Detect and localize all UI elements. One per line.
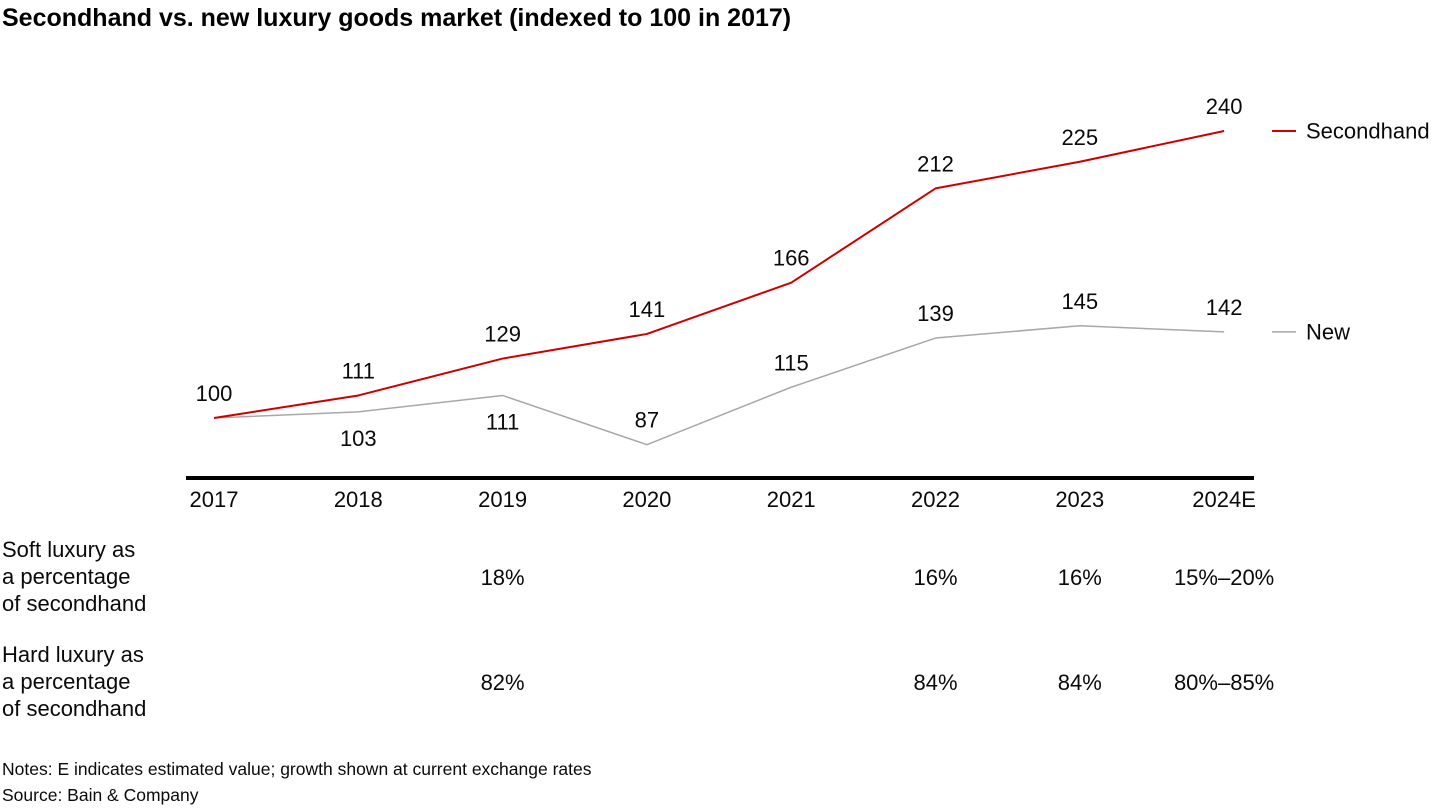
data-label-secondhand: 129 (484, 322, 521, 347)
data-label-secondhand: 111 (342, 358, 375, 383)
data-label-new: 111 (486, 409, 519, 434)
table-cell-value: 16% (913, 565, 958, 590)
page-title: Secondhand vs. new luxury goods market (… (2, 4, 792, 32)
data-label-secondhand: 240 (1206, 94, 1243, 119)
table-cell-value: 84% (1057, 670, 1102, 695)
x-axis-label: 2024E (1192, 487, 1256, 512)
data-label-secondhand: 212 (917, 151, 954, 176)
table-cell-value: 84% (913, 670, 958, 695)
table-cell-value: 80%–85% (1173, 670, 1275, 695)
data-label-new: 87 (635, 408, 659, 433)
source: Source: Bain & Company (2, 785, 199, 805)
data-label-new: 139 (917, 301, 954, 326)
data-label-secondhand: 141 (629, 297, 666, 322)
table-cell-value: 15%–20% (1173, 565, 1275, 590)
table-cell-value: 82% (480, 670, 525, 695)
x-axis-label: 2023 (1055, 487, 1104, 512)
table-row-label: Hard luxury as a percentage of secondhand (2, 642, 147, 721)
x-axis-label: 2022 (911, 487, 960, 512)
data-label-secondhand: 166 (773, 246, 810, 271)
data-label-secondhand: 225 (1061, 125, 1098, 150)
series-line-new (213, 325, 1225, 446)
x-axis-label: 2020 (622, 487, 671, 512)
notes: Notes: E indicates estimated value; grow… (2, 759, 592, 779)
x-axis-label: 2018 (334, 487, 383, 512)
x-axis-label: 2017 (190, 487, 239, 512)
legend-label-secondhand: Secondhand (1306, 119, 1430, 144)
data-label-new: 115 (774, 350, 809, 375)
table-cell-value: 16% (1057, 565, 1102, 590)
table-cell-value: 18% (480, 565, 525, 590)
series-line-secondhand (213, 130, 1225, 419)
data-label-secondhand: 100 (196, 381, 233, 406)
table-row-label: Soft luxury as a percentage of secondhand (2, 537, 147, 616)
data-label-new: 103 (340, 426, 377, 451)
x-axis-label: 2019 (478, 487, 527, 512)
x-axis-label: 2021 (767, 487, 816, 512)
data-label-new: 145 (1061, 289, 1098, 314)
legend-label-new: New (1306, 319, 1350, 344)
data-label-new: 142 (1206, 295, 1243, 320)
